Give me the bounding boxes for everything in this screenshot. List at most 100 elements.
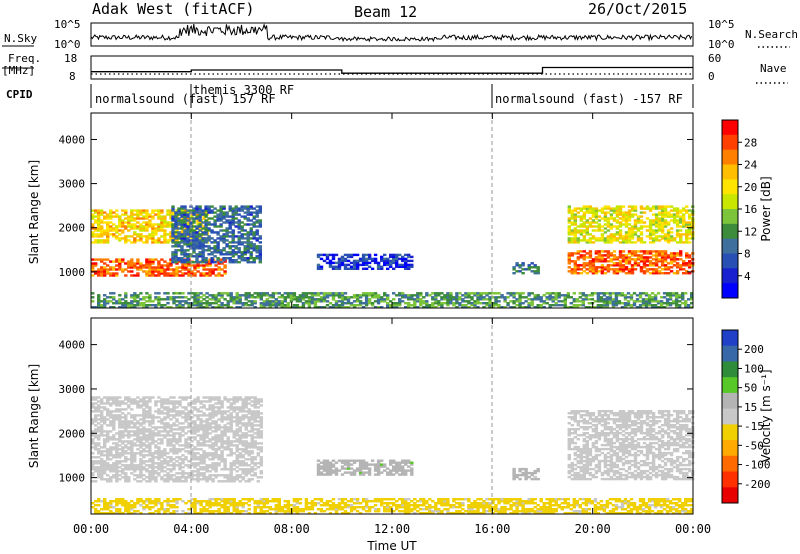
velocity-cell	[115, 452, 119, 455]
power-cell	[600, 239, 605, 242]
power-cell	[109, 225, 113, 228]
power-cell	[618, 264, 623, 267]
power-cell	[91, 266, 95, 269]
power-cell	[177, 245, 181, 248]
power-cell	[609, 225, 614, 228]
power-cell	[663, 209, 668, 212]
power-cell	[289, 292, 294, 295]
power-cell	[591, 260, 596, 263]
velocity-cell	[223, 434, 227, 437]
velocity-cell	[103, 478, 107, 481]
power-cell	[666, 205, 671, 208]
power-cell	[364, 298, 369, 301]
power-cell	[198, 261, 202, 264]
power-cell	[186, 257, 190, 260]
power-cell	[258, 221, 262, 224]
power-cell	[216, 249, 220, 252]
power-cell	[688, 225, 692, 228]
power-cell	[614, 298, 619, 301]
power-cell	[181, 300, 185, 303]
velocity-cell	[133, 456, 137, 459]
power-cell	[642, 260, 647, 263]
velocity-cell	[238, 436, 242, 439]
power-cell	[621, 250, 626, 253]
velocity-cell	[193, 408, 197, 411]
power-cell	[136, 302, 140, 305]
power-cell	[570, 272, 574, 275]
power-cell	[271, 304, 275, 307]
power-cell	[679, 258, 683, 261]
power-cell	[160, 221, 164, 224]
velocity-cell	[109, 412, 113, 415]
power-cell	[576, 266, 580, 269]
power-cell	[154, 258, 158, 261]
velocity-cell	[106, 456, 110, 459]
velocity-cell	[127, 398, 131, 401]
power-cell	[627, 223, 632, 226]
velocity-cell	[250, 450, 254, 453]
power-cell	[603, 239, 608, 242]
power-cell	[567, 241, 571, 244]
power-cell	[265, 300, 269, 303]
velocity-cell	[166, 476, 170, 479]
power-cell	[518, 298, 522, 301]
power-cell	[202, 264, 206, 267]
velocity-cell	[241, 436, 245, 439]
velocity-cell	[118, 426, 122, 429]
power-cell	[240, 225, 244, 228]
velocity-cell	[205, 434, 209, 437]
power-cell	[142, 221, 146, 224]
velocity-cell	[136, 400, 140, 403]
power-cell	[223, 266, 227, 269]
power-cell	[292, 292, 297, 295]
velocity-cell	[208, 406, 212, 409]
colorbar-tick-label: 4	[744, 270, 751, 283]
power-cell	[222, 247, 226, 250]
power-cell	[204, 215, 208, 218]
velocity-cell	[154, 434, 158, 437]
power-cell	[576, 229, 580, 232]
power-cell	[437, 294, 441, 297]
power-cell	[449, 296, 453, 299]
power-cell	[642, 258, 647, 261]
velocity-cell	[229, 452, 233, 455]
power-cell	[340, 259, 345, 263]
velocity-cell	[115, 448, 119, 451]
power-cell	[682, 221, 686, 224]
velocity-cell	[160, 420, 164, 423]
power-cell	[316, 292, 321, 295]
velocity-cell	[109, 446, 113, 449]
power-cell	[579, 215, 583, 218]
velocity-cell	[103, 466, 107, 469]
power-cell	[189, 209, 193, 212]
power-cell	[222, 253, 226, 256]
velocity-cell	[238, 464, 242, 467]
power-cell	[626, 300, 631, 303]
power-cell	[685, 264, 689, 267]
velocity-cell	[238, 416, 242, 419]
power-cell	[618, 256, 623, 259]
power-cell	[361, 257, 366, 261]
power-cell	[563, 300, 567, 303]
power-cell	[596, 292, 601, 295]
power-cell	[476, 300, 480, 303]
velocity-cell	[160, 404, 164, 407]
velocity-cell	[202, 462, 206, 465]
power-cell	[648, 241, 653, 244]
velocity-cell	[199, 436, 203, 439]
velocity-cell	[244, 472, 248, 475]
velocity-cell	[223, 428, 227, 431]
power-cell	[127, 306, 131, 309]
power-cell	[174, 219, 178, 222]
power-cell	[621, 268, 626, 271]
velocity-cell	[238, 468, 242, 471]
power-cell	[208, 272, 212, 275]
power-cell	[600, 256, 605, 259]
power-cell	[199, 306, 203, 309]
power-cell	[591, 235, 596, 238]
velocity-cell	[187, 460, 191, 463]
velocity-cell	[238, 420, 242, 423]
power-cell	[570, 268, 574, 271]
power-cell	[214, 268, 218, 271]
power-cell	[160, 223, 164, 226]
